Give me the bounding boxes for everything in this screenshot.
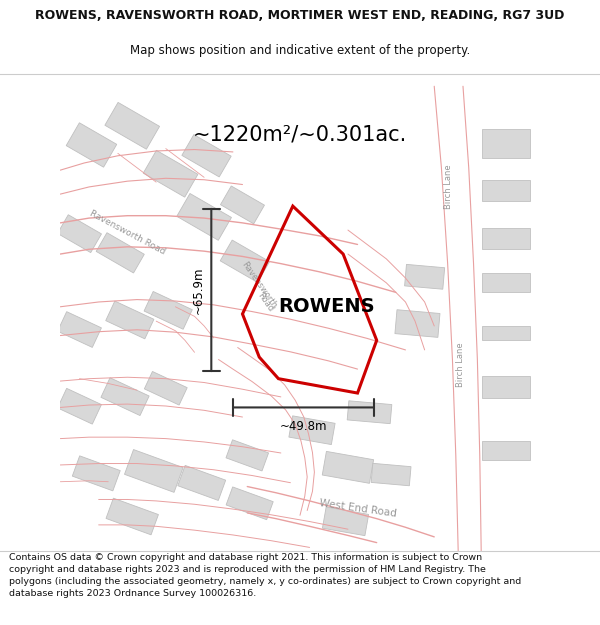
- Text: ROWENS: ROWENS: [278, 298, 374, 316]
- Text: Road: Road: [256, 291, 275, 313]
- Text: ~49.8m: ~49.8m: [280, 420, 328, 433]
- Polygon shape: [322, 451, 374, 483]
- Polygon shape: [144, 291, 192, 329]
- Polygon shape: [178, 466, 226, 501]
- Text: Map shows position and indicative extent of the property.: Map shows position and indicative extent…: [130, 44, 470, 57]
- Text: Birch Lane: Birch Lane: [444, 164, 453, 209]
- Text: Birch Lane: Birch Lane: [456, 342, 465, 387]
- Text: Ravensworth Road: Ravensworth Road: [88, 209, 167, 256]
- Polygon shape: [96, 232, 145, 273]
- Polygon shape: [482, 273, 530, 292]
- Polygon shape: [220, 186, 265, 224]
- Polygon shape: [226, 487, 273, 520]
- Polygon shape: [58, 312, 101, 348]
- Polygon shape: [105, 102, 160, 149]
- Polygon shape: [347, 401, 392, 424]
- Polygon shape: [58, 388, 101, 424]
- Text: West End Road: West End Road: [318, 498, 397, 519]
- Text: Ravensworth: Ravensworth: [240, 260, 279, 310]
- Polygon shape: [66, 122, 117, 167]
- Polygon shape: [371, 463, 411, 486]
- Polygon shape: [106, 498, 158, 535]
- Polygon shape: [125, 449, 183, 493]
- Polygon shape: [106, 301, 154, 339]
- Polygon shape: [182, 134, 231, 177]
- Polygon shape: [289, 416, 335, 444]
- Polygon shape: [322, 507, 368, 536]
- Polygon shape: [73, 456, 120, 491]
- Text: ~65.9m: ~65.9m: [191, 266, 205, 314]
- Polygon shape: [226, 440, 269, 471]
- Polygon shape: [58, 215, 101, 252]
- Polygon shape: [395, 310, 440, 338]
- Polygon shape: [404, 264, 445, 289]
- Polygon shape: [482, 326, 530, 341]
- Polygon shape: [482, 441, 530, 460]
- Polygon shape: [177, 194, 232, 240]
- Polygon shape: [143, 151, 198, 197]
- Polygon shape: [220, 240, 269, 282]
- Polygon shape: [145, 371, 187, 405]
- Polygon shape: [482, 376, 530, 398]
- Text: Contains OS data © Crown copyright and database right 2021. This information is : Contains OS data © Crown copyright and d…: [9, 553, 521, 598]
- Polygon shape: [482, 180, 530, 201]
- Polygon shape: [101, 378, 149, 416]
- Text: ~1220m²/~0.301ac.: ~1220m²/~0.301ac.: [193, 124, 407, 144]
- Polygon shape: [482, 228, 530, 249]
- Polygon shape: [482, 129, 530, 158]
- Text: ROWENS, RAVENSWORTH ROAD, MORTIMER WEST END, READING, RG7 3UD: ROWENS, RAVENSWORTH ROAD, MORTIMER WEST …: [35, 9, 565, 22]
